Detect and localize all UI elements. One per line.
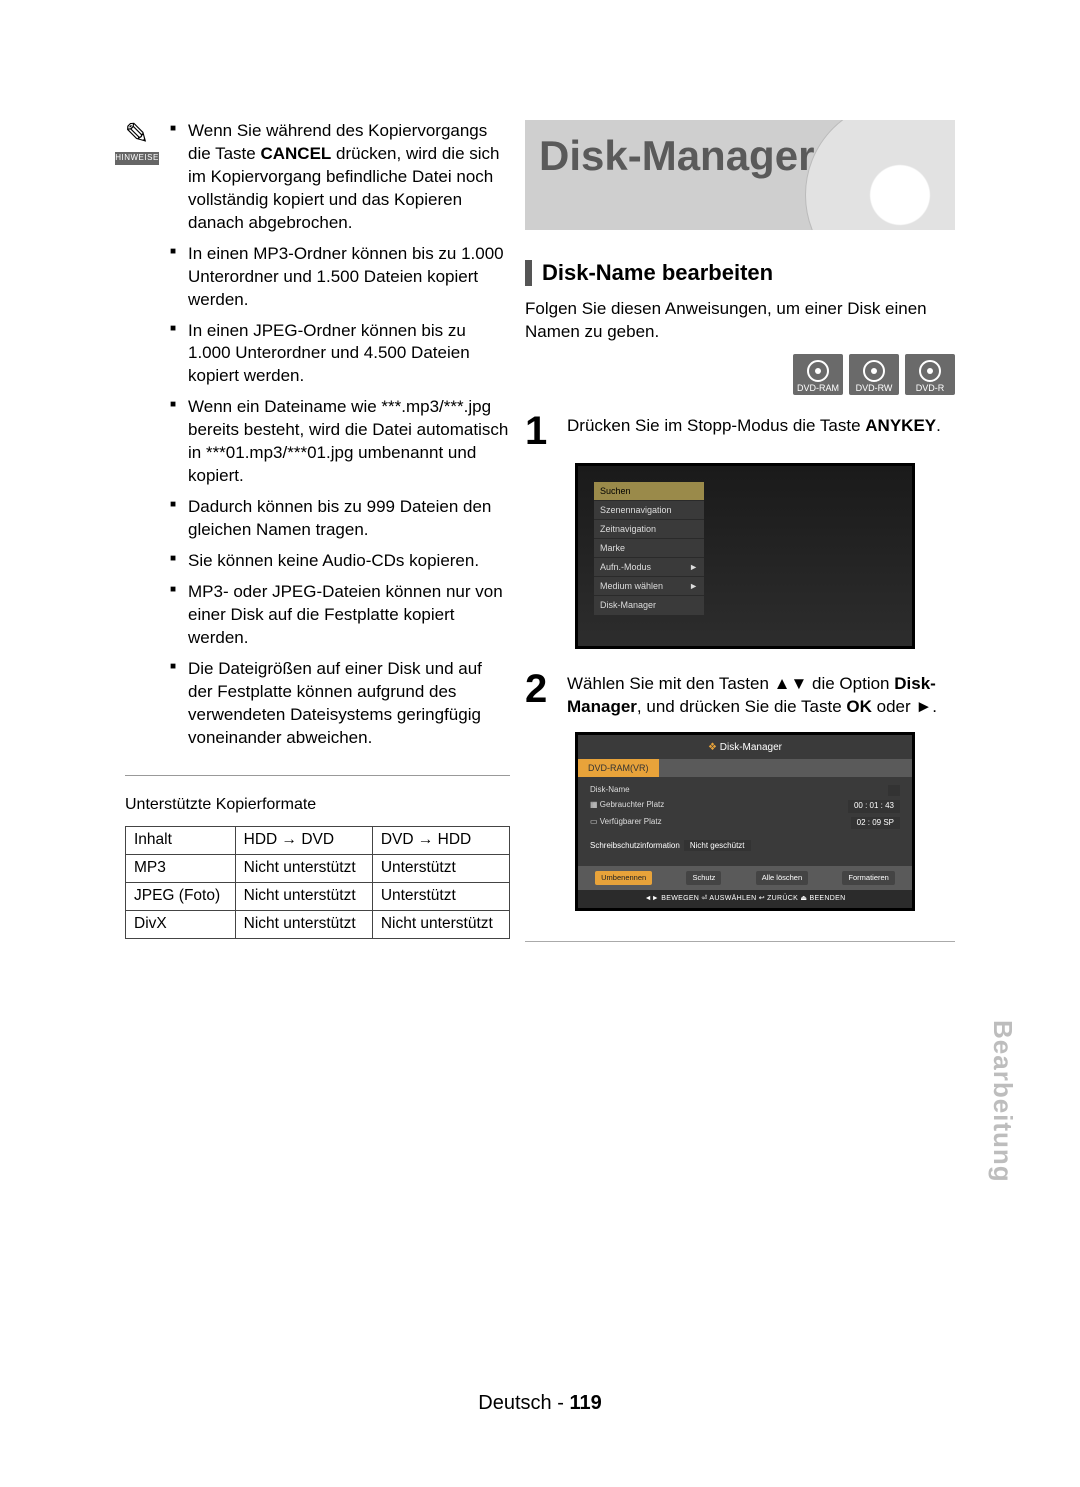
osd-menu-item: Aufn.-Modus► — [594, 558, 704, 577]
osd-menu-item: Suchen — [594, 482, 704, 501]
copy-formats-table: InhaltHDD → DVDDVD → HDD MP3Nicht unters… — [125, 826, 510, 939]
osd-footer: ◄► BEWEGEN ⏎ AUSWÄHLEN ↩ ZURÜCK ⏏ BEENDE… — [578, 890, 912, 907]
note-item: MP3- oder JPEG-Dateien können nur von ei… — [170, 581, 510, 650]
table-header-cell: DVD → HDD — [372, 827, 509, 855]
table-row: MP3Nicht unterstütztUnterstützt — [126, 854, 510, 882]
disc-badge: DVD-R — [905, 354, 955, 395]
disc-badge: DVD-RAM — [793, 354, 843, 395]
table-cell: JPEG (Foto) — [126, 882, 236, 910]
note-item: Sie können keine Audio-CDs kopieren. — [170, 550, 510, 573]
note-item: In einen MP3-Ordner können bis zu 1.000 … — [170, 243, 510, 312]
osd-menu-item: Zeitnavigation — [594, 520, 704, 539]
osd-row: Disk-Name — [590, 783, 900, 798]
osd-content: Disk-Name▦ Gebrauchter Platz00 : 01 : 43… — [578, 777, 912, 858]
footer-lang: Deutsch — [478, 1392, 551, 1414]
osd-button: Schutz — [686, 871, 721, 885]
step-number: 2 — [525, 671, 553, 719]
notes-list: Wenn Sie während des Kopiervorgangs die … — [170, 120, 510, 749]
disc-badge: DVD-RW — [849, 354, 899, 395]
step-text: Wählen Sie mit den Tasten ▲▼ die Option … — [567, 671, 955, 719]
step-2: 2 Wählen Sie mit den Tasten ▲▼ die Optio… — [525, 671, 955, 719]
osd-title: Disk-Manager — [578, 735, 912, 759]
table-cell: Nicht unterstützt — [235, 910, 372, 938]
divider — [525, 941, 955, 942]
disc-icon — [805, 120, 955, 230]
page-footer: Deutsch - 119 — [0, 1390, 1080, 1417]
screenshot-2: Disk-Manager DVD-RAM(VR) Disk-Name▦ Gebr… — [575, 732, 915, 910]
table-cell: Nicht unterstützt — [372, 910, 509, 938]
footer-sep: - — [552, 1392, 570, 1414]
note-item: Wenn Sie während des Kopiervorgangs die … — [170, 120, 510, 235]
banner-title: Disk-Manager — [539, 128, 814, 185]
table-cell: Nicht unterstützt — [235, 882, 372, 910]
hint-icon-box: ✎ HINWEISE — [115, 120, 159, 165]
hint-label: HINWEISE — [115, 152, 159, 165]
osd-tab: DVD-RAM(VR) — [578, 759, 912, 777]
banner: Disk-Manager — [525, 120, 955, 230]
screenshot-1: SuchenSzenennavigationZeitnavigationMark… — [575, 463, 915, 649]
divider — [125, 775, 510, 776]
osd-buttons: Umbenennen Schutz Alle löschen Formatieren — [578, 866, 912, 890]
table-row: JPEG (Foto)Nicht unterstütztUnterstützt — [126, 882, 510, 910]
osd-menu: SuchenSzenennavigationZeitnavigationMark… — [594, 482, 704, 616]
osd-row: ▦ Gebrauchter Platz00 : 01 : 43 — [590, 798, 900, 815]
osd-button: Formatieren — [842, 871, 894, 885]
osd-row: ▭ Verfügbarer Platz02 : 09 SP — [590, 815, 900, 832]
osd-menu-item: Medium wählen► — [594, 577, 704, 596]
table-cell: Unterstützt — [372, 882, 509, 910]
table-cell: Unterstützt — [372, 854, 509, 882]
footer-page: 119 — [569, 1392, 601, 1414]
osd-menu-item: Disk-Manager — [594, 596, 704, 615]
osd-button: Alle löschen — [756, 871, 808, 885]
table-caption: Unterstützte Kopierformate — [125, 794, 510, 816]
note-item: Die Dateigrößen auf einer Disk und auf d… — [170, 658, 510, 750]
osd-tab-label: DVD-RAM(VR) — [578, 759, 659, 777]
section-head: Disk-Name bearbeiten — [525, 258, 955, 288]
note-item: In einen JPEG-Ordner können bis zu 1.000… — [170, 320, 510, 389]
osd-protect-row: SchreibschutzinformationNicht geschützt — [590, 841, 900, 852]
section-title: Disk-Name bearbeiten — [542, 258, 773, 288]
table-header-cell: Inhalt — [126, 827, 236, 855]
section-intro: Folgen Sie diesen Anweisungen, um einer … — [525, 298, 955, 344]
table-header-cell: HDD → DVD — [235, 827, 372, 855]
osd-menu-item: Marke — [594, 539, 704, 558]
table-cell: Nicht unterstützt — [235, 854, 372, 882]
step-text: Drücken Sie im Stopp-Modus die Taste ANY… — [567, 413, 955, 449]
step-1: 1 Drücken Sie im Stopp-Modus die Taste A… — [525, 413, 955, 449]
table-cell: DivX — [126, 910, 236, 938]
note-item: Wenn ein Dateiname wie ***.mp3/***.jpg b… — [170, 396, 510, 488]
disc-badges: DVD-RAMDVD-RWDVD-R — [525, 354, 955, 395]
pencil-box-icon: ✎ — [115, 120, 159, 150]
osd-button: Umbenennen — [595, 871, 652, 885]
note-item: Dadurch können bis zu 999 Dateien den gl… — [170, 496, 510, 542]
side-tab: Bearbeitung — [985, 1020, 1020, 1183]
table-cell: MP3 — [126, 854, 236, 882]
section-bar-icon — [525, 260, 532, 286]
osd-menu-item: Szenennavigation — [594, 501, 704, 520]
step-number: 1 — [525, 413, 553, 449]
table-row: DivXNicht unterstütztNicht unterstützt — [126, 910, 510, 938]
